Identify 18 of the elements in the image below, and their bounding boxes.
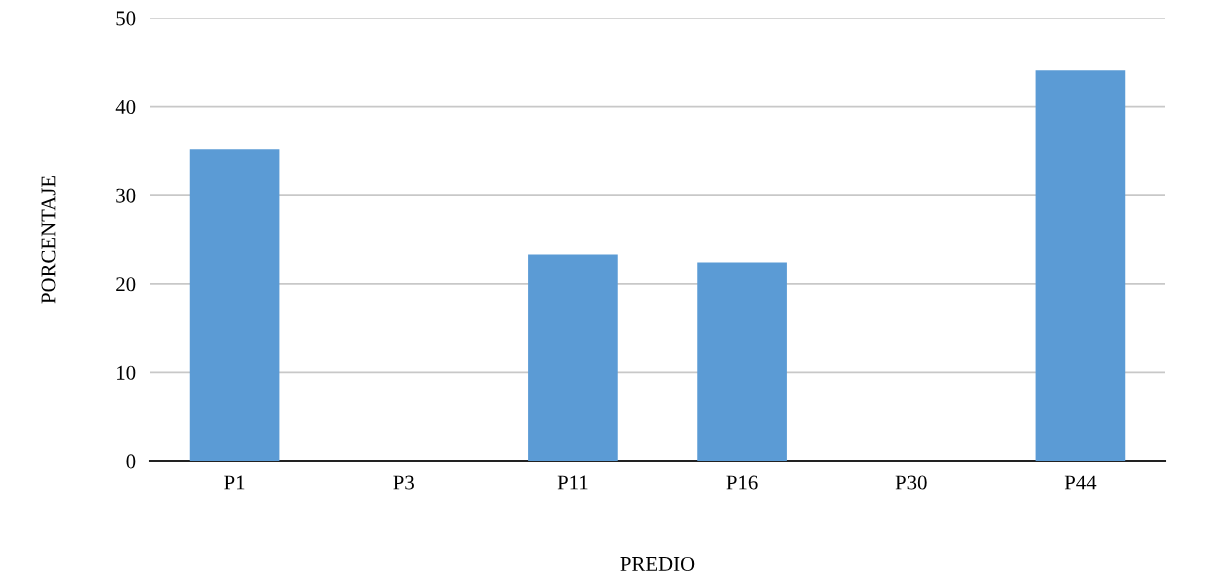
x-tick-label: P16: [726, 475, 758, 490]
y-tick-label: 40: [115, 99, 136, 115]
bar: [697, 262, 787, 461]
bar: [1035, 70, 1126, 461]
y-tick-label: 10: [117, 365, 136, 380]
y-tick-label: 50: [116, 11, 136, 26]
bar: [528, 254, 618, 461]
y-tick-label: 30: [116, 188, 136, 203]
y-tick-label: 20: [116, 277, 136, 292]
x-tick-label: P11: [557, 475, 588, 490]
y-axis-title: PORCENTAJE: [41, 175, 56, 304]
bar: [189, 149, 280, 461]
x-tick-label: P3: [393, 475, 414, 490]
y-tick-label: 0: [126, 454, 136, 469]
x-tick-label: P30: [895, 475, 927, 490]
x-axis-title: PREDIO: [620, 556, 695, 571]
x-tick-label: P1: [224, 475, 245, 490]
x-tick-label: P44: [1064, 475, 1097, 490]
